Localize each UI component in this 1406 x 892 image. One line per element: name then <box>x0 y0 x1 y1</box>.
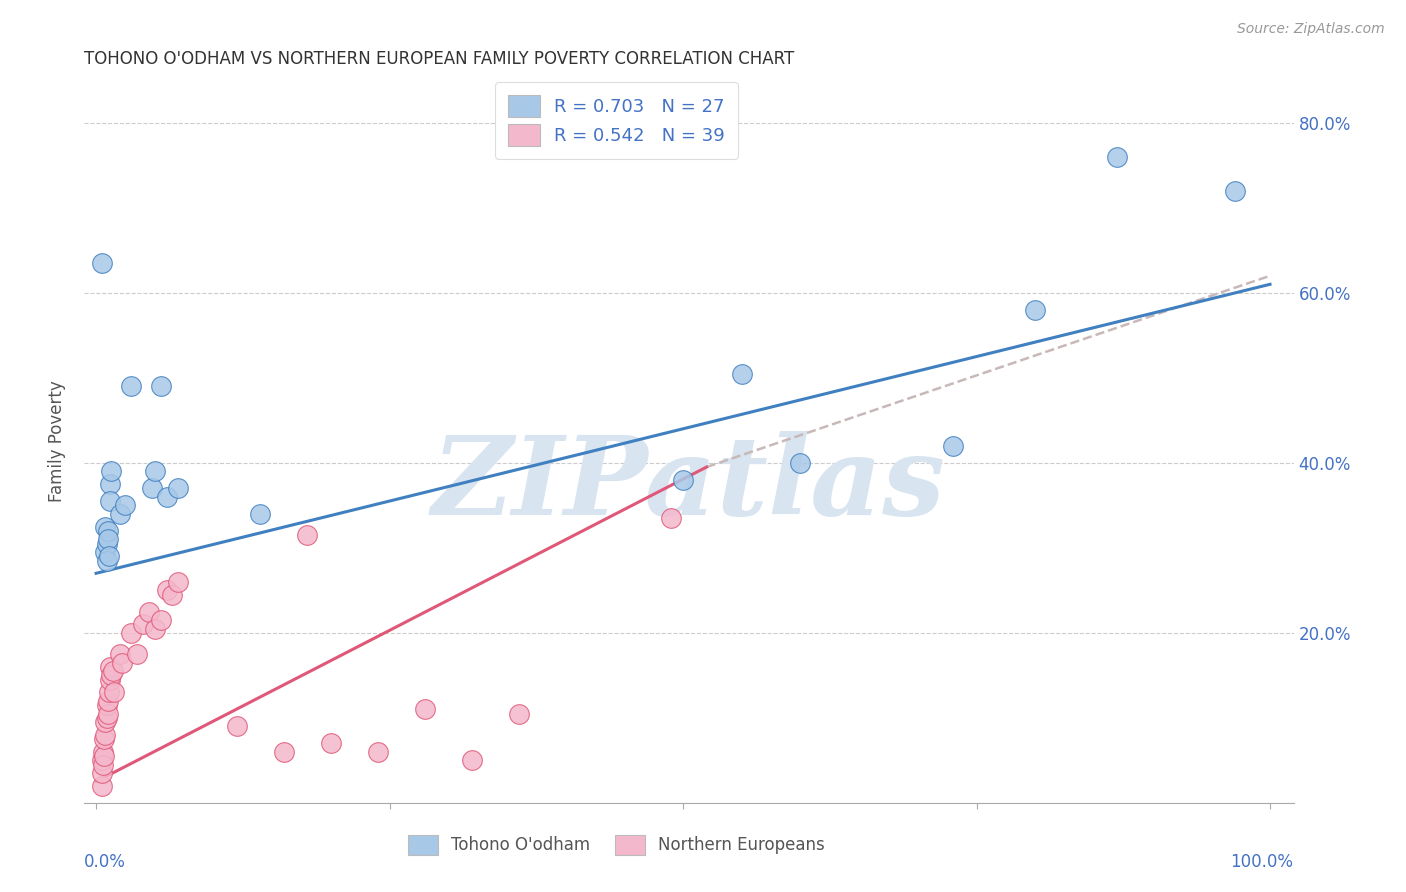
Point <box>138 605 160 619</box>
Point <box>149 613 172 627</box>
Point <box>120 379 142 393</box>
Point <box>96 553 118 567</box>
Point <box>1223 184 1246 198</box>
Text: 0.0%: 0.0% <box>84 854 127 871</box>
Point <box>319 736 342 750</box>
Point <box>143 622 166 636</box>
Point <box>367 745 389 759</box>
Point <box>297 528 319 542</box>
Point <box>508 706 530 721</box>
Point <box>226 719 249 733</box>
Point <box>101 664 124 678</box>
Point <box>91 753 114 767</box>
Point <box>100 668 122 682</box>
Point <box>91 779 114 793</box>
Point <box>100 464 122 478</box>
Point <box>273 745 295 759</box>
Point <box>162 588 184 602</box>
Text: TOHONO O'ODHAM VS NORTHERN EUROPEAN FAMILY POVERTY CORRELATION CHART: TOHONO O'ODHAM VS NORTHERN EUROPEAN FAMI… <box>84 50 794 68</box>
Point <box>91 766 114 780</box>
Point <box>94 728 117 742</box>
Point <box>461 753 484 767</box>
Point <box>94 545 117 559</box>
Point <box>141 481 163 495</box>
Point <box>731 367 754 381</box>
Point <box>91 256 114 270</box>
Point <box>103 685 125 699</box>
Point <box>91 757 114 772</box>
Point <box>120 625 142 640</box>
Point <box>94 519 117 533</box>
Point <box>98 494 121 508</box>
Point <box>1107 150 1129 164</box>
Point <box>98 673 121 687</box>
Point <box>155 583 177 598</box>
Point <box>98 477 121 491</box>
Point <box>108 647 131 661</box>
Point <box>111 656 134 670</box>
Point <box>108 507 131 521</box>
Point <box>96 711 118 725</box>
Point <box>789 456 811 470</box>
Point <box>94 714 117 729</box>
Point <box>97 706 120 721</box>
Point <box>98 660 121 674</box>
Point <box>249 507 271 521</box>
Point <box>127 647 149 661</box>
Point <box>143 464 166 478</box>
Point <box>1024 302 1046 317</box>
Y-axis label: Family Poverty: Family Poverty <box>48 381 66 502</box>
Point <box>98 685 121 699</box>
Point <box>97 694 120 708</box>
Point <box>93 749 115 764</box>
Point <box>659 511 682 525</box>
Point <box>167 481 190 495</box>
Point <box>97 533 120 547</box>
Point <box>98 549 121 564</box>
Point <box>155 490 177 504</box>
Point <box>114 498 136 512</box>
Point <box>96 536 118 550</box>
Point <box>96 698 118 712</box>
Legend: Tohono O'odham, Northern Europeans: Tohono O'odham, Northern Europeans <box>396 823 837 867</box>
Text: ZIPatlas: ZIPatlas <box>432 431 946 539</box>
Point <box>93 732 115 747</box>
Point <box>672 473 695 487</box>
Point <box>132 617 155 632</box>
Point <box>149 379 172 393</box>
Text: Source: ZipAtlas.com: Source: ZipAtlas.com <box>1237 22 1385 37</box>
Point <box>97 524 120 538</box>
Point <box>91 745 114 759</box>
Point <box>942 439 965 453</box>
Text: 100.0%: 100.0% <box>1230 854 1294 871</box>
Point <box>167 574 190 589</box>
Point <box>413 702 436 716</box>
